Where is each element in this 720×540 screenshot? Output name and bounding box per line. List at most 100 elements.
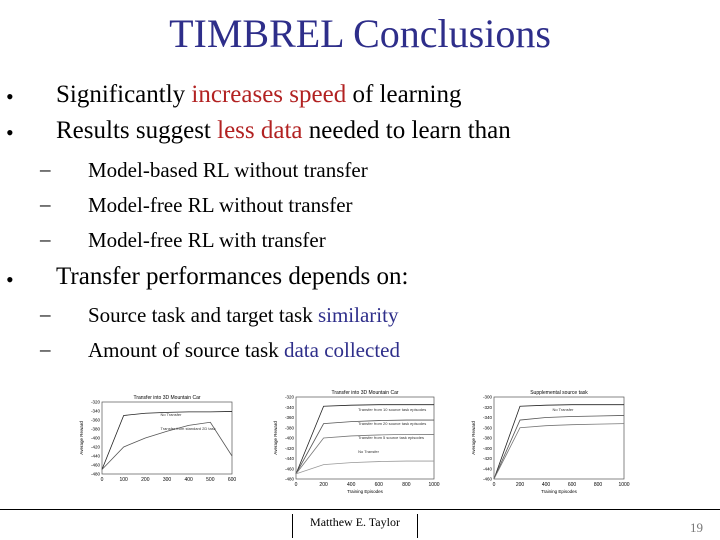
chart-title: Transfer into 3D Mountain Car <box>331 390 398 396</box>
x-tick-label: 600 <box>228 477 237 483</box>
y-tick-label: -460 <box>285 466 295 471</box>
x-tick-label: 600 <box>568 482 577 488</box>
y-tick-label: -440 <box>483 466 493 471</box>
y-tick-label: -380 <box>483 436 493 441</box>
plot-frame <box>295 396 435 480</box>
y-tick-label: -440 <box>285 456 295 461</box>
y-tick-label: -480 <box>91 472 101 477</box>
y-tick-label: -340 <box>483 415 493 420</box>
chart-annotation: Transfer from 5 source task episodes <box>358 435 424 440</box>
y-tick-label: -300 <box>483 395 493 400</box>
footer-divider <box>0 509 720 510</box>
footer-author: Matthew E. Taylor <box>292 514 418 538</box>
y-tick-label: -420 <box>91 445 101 450</box>
series-line <box>493 423 625 480</box>
y-tick-label: -420 <box>285 446 295 451</box>
x-tick-label: 1000 <box>428 482 439 488</box>
bullet-2-highlight: less data <box>217 117 303 144</box>
axis-label-x: Training Episodes <box>347 489 384 494</box>
slide-title: TIMBREL Conclusions <box>169 11 551 56</box>
y-tick-label: -360 <box>91 418 101 423</box>
y-tick-label: -480 <box>285 477 295 482</box>
axis-label-y: Average Reward <box>273 421 278 455</box>
series-line <box>493 404 624 480</box>
x-tick-label: 200 <box>319 482 328 488</box>
y-tick-label: -400 <box>285 436 295 441</box>
x-tick-label: 0 <box>101 477 104 483</box>
x-tick-label: 600 <box>375 482 384 488</box>
x-tick-label: 0 <box>493 482 496 488</box>
y-tick-label: -360 <box>285 415 295 420</box>
x-tick-label: 400 <box>184 477 193 483</box>
axis-label-y: Average Reward <box>471 421 476 455</box>
y-tick-label: -400 <box>91 436 101 441</box>
series-line <box>493 415 625 480</box>
x-tick-label: 400 <box>347 482 356 488</box>
bullet-dot: • <box>6 267 14 292</box>
plot-frame <box>101 401 233 475</box>
chart-annotation: Transfer from standard 2D task <box>161 426 216 431</box>
y-tick-label: -340 <box>91 409 101 414</box>
axis-label-y: Average Reward <box>79 421 84 455</box>
chart-annotation: No Transfer <box>553 407 575 412</box>
dash: – <box>40 192 51 216</box>
y-tick-label: -320 <box>285 395 295 400</box>
subbullet: Model-free RL with transfer <box>88 228 326 252</box>
chart-mountain-car-2: Transfer into 3D Mountain Car Average Rew… <box>272 385 440 495</box>
dash: – <box>40 337 51 361</box>
series-line <box>101 411 233 470</box>
subbullet: Model-free RL without transfer <box>88 193 353 217</box>
x-tick-label: 800 <box>402 482 411 488</box>
y-tick-label: -420 <box>483 456 493 461</box>
axis-label-x: Training Episodes <box>541 489 578 494</box>
y-tick-label: -400 <box>483 446 493 451</box>
bullet-3-text: Transfer performances depends on: <box>56 263 409 290</box>
chart-annotation: No Transfer <box>161 412 183 417</box>
subbullet-text: Amount of source task <box>88 338 284 362</box>
bullet-1-text: Significantly <box>56 81 192 108</box>
chart-annotation: No Transfer <box>358 449 380 454</box>
series-line <box>295 404 434 475</box>
x-tick-label: 0 <box>295 482 298 488</box>
chart-mountain-car-1: Transfer into 3D Mountain Car Average Rew… <box>78 390 238 490</box>
y-tick-label: -380 <box>91 427 101 432</box>
y-tick-label: -460 <box>91 463 101 468</box>
bullet-2-text-end: needed to learn than <box>302 117 511 144</box>
chart-title: Transfer into 3D Mountain Car <box>133 395 200 401</box>
subbullet-highlight: similarity <box>317 303 399 327</box>
bullet-dot: • <box>6 84 14 109</box>
x-tick-label: 800 <box>594 482 603 488</box>
series-line <box>295 434 434 475</box>
y-tick-label: -380 <box>285 425 295 430</box>
series-line <box>295 419 434 475</box>
bullet-2-text: Results suggest <box>56 117 218 144</box>
y-tick-label: -320 <box>483 405 493 410</box>
y-tick-label: -440 <box>91 454 101 459</box>
x-tick-label: 1000 <box>618 482 629 488</box>
x-tick-label: 200 <box>141 477 150 483</box>
chart-title: Supplemental source task <box>530 390 588 396</box>
chart-supplemental: Supplemental source task Average Reward Tr… <box>470 385 630 495</box>
x-tick-label: 400 <box>542 482 551 488</box>
series-line <box>295 460 434 475</box>
x-tick-label: 500 <box>206 477 215 483</box>
series-line <box>101 421 233 470</box>
subbullet-text: Source task and target task <box>88 303 318 327</box>
subbullet: Model-based RL without transfer <box>88 158 368 182</box>
dash: – <box>40 157 51 181</box>
x-tick-label: 200 <box>516 482 525 488</box>
y-tick-label: -360 <box>483 425 493 430</box>
bullet-1-text-end: of learning <box>346 81 462 108</box>
dash: – <box>40 227 51 251</box>
bullet-1-highlight: increases speed <box>191 81 347 108</box>
plot-frame <box>493 396 625 480</box>
x-tick-label: 100 <box>119 477 128 483</box>
y-tick-label: -340 <box>285 405 295 410</box>
page-number: 19 <box>690 520 703 535</box>
bullet-dot: • <box>6 120 14 145</box>
subbullet-highlight: data collected <box>283 338 400 362</box>
chart-annotation: Transfer from 20 source task episodes <box>358 421 426 426</box>
x-tick-label: 300 <box>163 477 172 483</box>
y-tick-label: -460 <box>483 477 493 482</box>
y-tick-label: -320 <box>91 400 101 405</box>
